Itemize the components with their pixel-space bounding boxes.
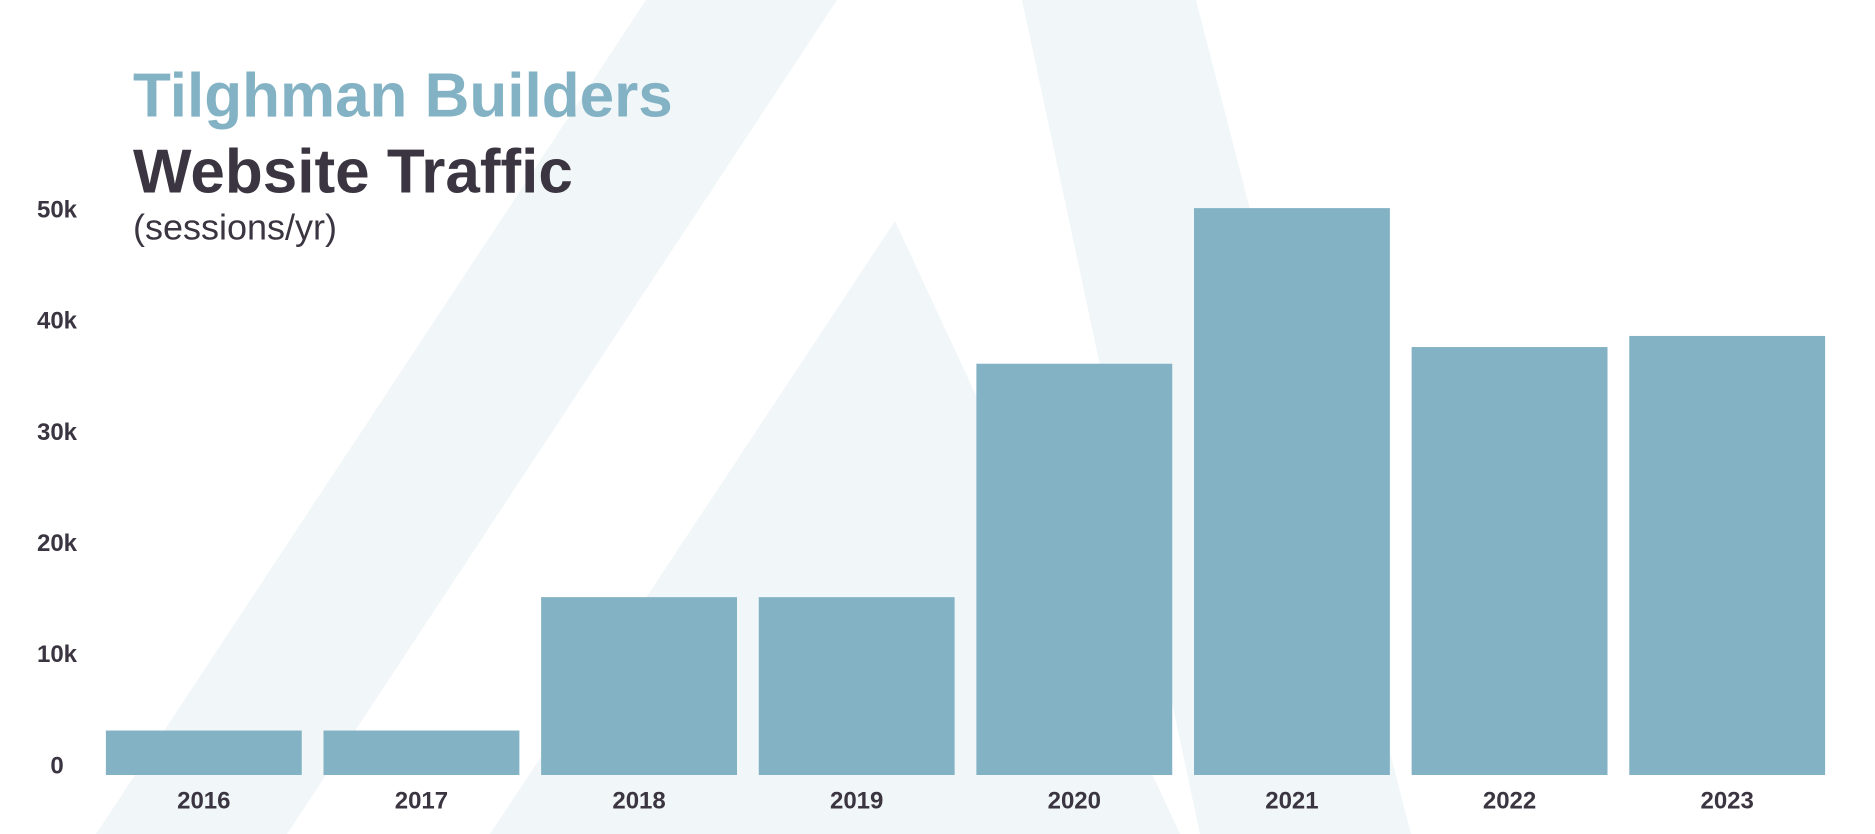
bar [758,597,955,775]
y-tick-label: 0 [50,752,63,779]
y-tick-label: 50k [37,197,78,224]
bar [1411,347,1608,775]
chart-subtitle: Website Traffic [133,137,573,206]
x-tick-label: 2018 [612,787,665,814]
x-tick-label: 2021 [1265,787,1318,814]
y-tick-label: 30k [37,419,78,446]
bar [1194,208,1390,776]
x-tick-label: 2020 [1048,787,1101,814]
y-tick-label: 10k [37,641,78,668]
bar [541,597,737,775]
bar [323,730,520,775]
y-tick-label: 20k [37,530,78,557]
bar [1629,335,1826,775]
chart-title: Tilghman Builders [133,61,673,130]
bar [976,363,1173,775]
x-tick-label: 2022 [1483,787,1536,814]
y-tick-label: 40k [37,308,78,335]
x-tick-label: 2016 [177,787,230,814]
x-tick-label: 2023 [1700,787,1753,814]
decor-stripe [96,0,837,834]
x-tick-label: 2019 [830,787,883,814]
x-tick-label: 2017 [395,787,448,814]
y-axis-label: (sessions/yr) [133,207,337,248]
bar [105,730,302,775]
